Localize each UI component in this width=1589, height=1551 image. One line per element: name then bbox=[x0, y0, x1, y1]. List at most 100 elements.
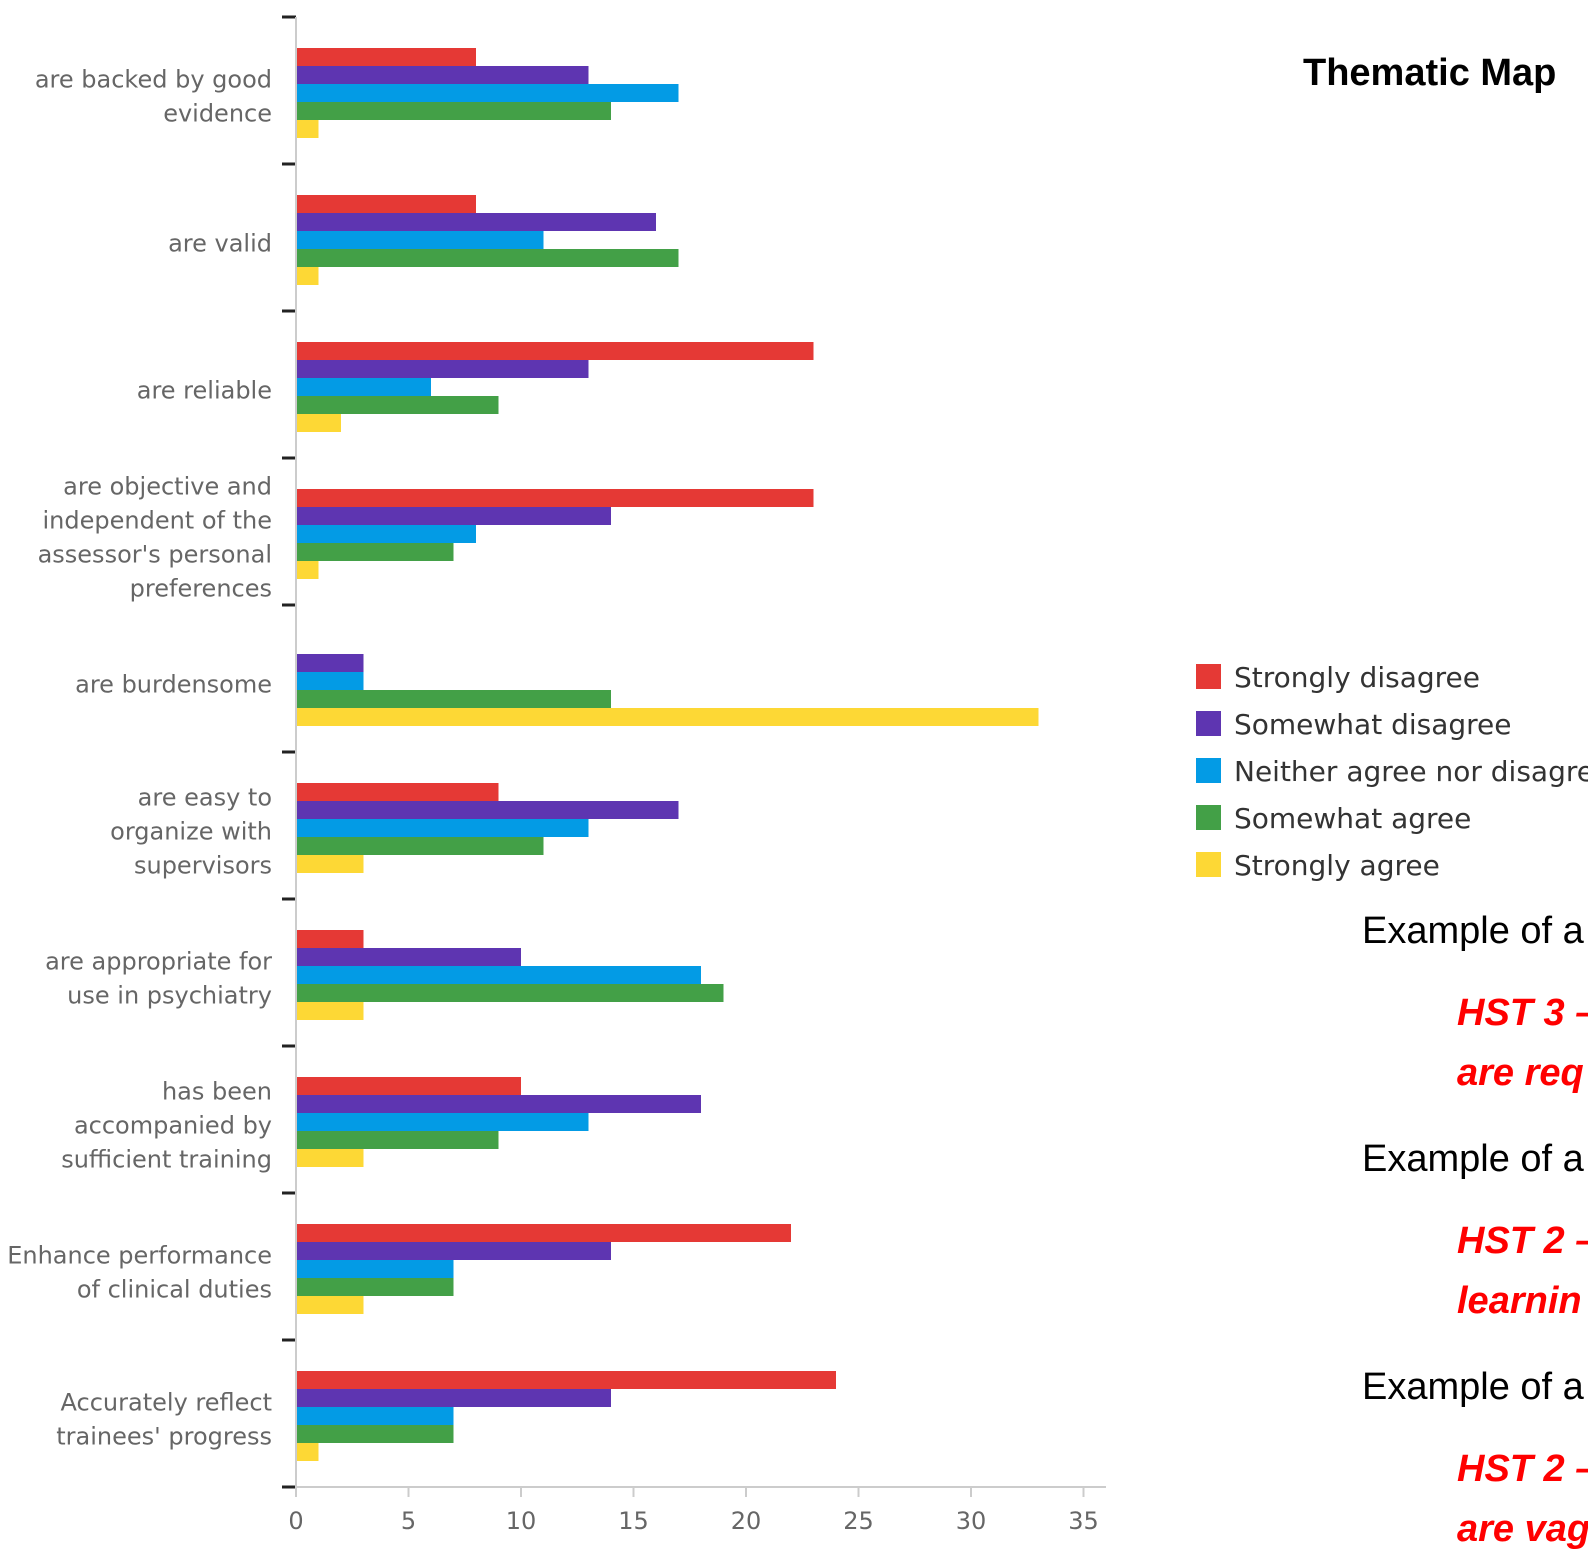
bar bbox=[296, 930, 364, 948]
bar bbox=[296, 708, 1039, 726]
bar bbox=[296, 672, 364, 690]
category-label-line: Enhance performance bbox=[7, 1242, 272, 1270]
category-label-line: of clinical duties bbox=[77, 1276, 272, 1304]
bar bbox=[296, 1077, 521, 1095]
legend-label: Neither agree nor disagree bbox=[1234, 755, 1589, 788]
bar bbox=[296, 1389, 611, 1407]
bar bbox=[296, 783, 499, 801]
bar bbox=[296, 1260, 454, 1278]
bar bbox=[296, 1296, 364, 1314]
side-text-line: HST 2 – bbox=[1457, 1220, 1589, 1262]
side-text-line: Example of a bbox=[1362, 1366, 1584, 1408]
category-label-line: are reliable bbox=[137, 377, 272, 405]
bar bbox=[296, 1278, 454, 1296]
category-label-line: has been bbox=[162, 1078, 272, 1106]
x-tick-label: 35 bbox=[1068, 1507, 1099, 1535]
category-label-line: are backed by good bbox=[35, 66, 272, 94]
bar bbox=[296, 378, 431, 396]
bar bbox=[296, 525, 476, 543]
category-label-line: preferences bbox=[130, 575, 272, 603]
x-tick-label: 0 bbox=[288, 1507, 303, 1535]
category-label-line: accompanied by bbox=[74, 1112, 272, 1140]
category-label-line: independent of the bbox=[43, 507, 273, 535]
legend-label: Somewhat disagree bbox=[1234, 708, 1512, 741]
bar bbox=[296, 120, 319, 138]
bar bbox=[296, 195, 476, 213]
bar bbox=[296, 1002, 364, 1020]
bar bbox=[296, 855, 364, 873]
bar bbox=[296, 414, 341, 432]
bar bbox=[296, 690, 611, 708]
category-label-line: are burdensome bbox=[75, 671, 272, 699]
side-text-line: are req bbox=[1457, 1052, 1584, 1094]
category-label: are objective and independent of the asses… bbox=[38, 473, 272, 603]
bar bbox=[296, 249, 679, 267]
bar bbox=[296, 342, 814, 360]
bar bbox=[296, 654, 364, 672]
category-label-line: evidence bbox=[163, 100, 272, 128]
bar bbox=[296, 507, 611, 525]
bar bbox=[296, 966, 701, 984]
bar bbox=[296, 1224, 791, 1242]
category-label-line: are valid bbox=[168, 230, 272, 258]
bar bbox=[296, 102, 611, 120]
category-label-line: are objective and bbox=[63, 473, 272, 501]
side-text-line: HST 2 – bbox=[1457, 1448, 1589, 1490]
side-text-line: Example of a bbox=[1362, 1138, 1584, 1180]
bar bbox=[296, 1407, 454, 1425]
legend-swatch bbox=[1196, 805, 1221, 830]
bar bbox=[296, 396, 499, 414]
category-label-line: Accurately reflect bbox=[61, 1389, 272, 1417]
side-text-line: learnin bbox=[1457, 1280, 1582, 1322]
category-label: are reliable bbox=[137, 377, 272, 405]
x-tick-label: 25 bbox=[843, 1507, 874, 1535]
side-text-line: Example of a bbox=[1362, 910, 1584, 952]
legend-swatch bbox=[1196, 852, 1221, 877]
category-label: are backed by good evidence bbox=[35, 66, 272, 128]
bar bbox=[296, 231, 544, 249]
category-label: are appropriate for use in psychiatry bbox=[45, 948, 272, 1010]
x-tick-label: 20 bbox=[731, 1507, 762, 1535]
x-tick-label: 30 bbox=[956, 1507, 987, 1535]
category-label: Accurately reflect trainees' progress bbox=[56, 1389, 272, 1451]
legend-label: Strongly disagree bbox=[1234, 661, 1480, 694]
bar bbox=[296, 1371, 836, 1389]
bar bbox=[296, 1242, 611, 1260]
bar bbox=[296, 48, 476, 66]
bar bbox=[296, 1443, 319, 1461]
bar bbox=[296, 360, 589, 378]
category-label-line: organize with bbox=[110, 818, 272, 846]
category-label-line: supervisors bbox=[134, 852, 272, 880]
bar bbox=[296, 543, 454, 561]
category-label-line: assessor's personal bbox=[38, 541, 272, 569]
bar bbox=[296, 84, 679, 102]
bar bbox=[296, 1425, 454, 1443]
bar bbox=[296, 984, 724, 1002]
bar bbox=[296, 1095, 701, 1113]
category-label-line: sufficient training bbox=[61, 1146, 272, 1174]
x-tick-label: 10 bbox=[506, 1507, 537, 1535]
legend-swatch bbox=[1196, 664, 1221, 689]
bar bbox=[296, 801, 679, 819]
bar bbox=[296, 1149, 364, 1167]
category-label: are easy to organize with supervisors bbox=[110, 784, 272, 880]
bar bbox=[296, 1113, 589, 1131]
category-label-line: use in psychiatry bbox=[67, 982, 272, 1010]
category-label-line: trainees' progress bbox=[56, 1423, 272, 1451]
bar bbox=[296, 948, 521, 966]
bar bbox=[296, 489, 814, 507]
legend-swatch bbox=[1196, 758, 1221, 783]
side-text-line: HST 3 – bbox=[1457, 992, 1589, 1034]
bar bbox=[296, 819, 589, 837]
x-tick-label: 15 bbox=[618, 1507, 649, 1535]
category-label: are valid bbox=[168, 230, 272, 258]
side-text-line: are vag bbox=[1457, 1508, 1589, 1550]
x-tick-label: 5 bbox=[401, 1507, 416, 1535]
category-label-line: are easy to bbox=[138, 784, 272, 812]
bar bbox=[296, 66, 589, 84]
legend-label: Strongly agree bbox=[1234, 849, 1440, 882]
category-label: Enhance performance of clinical duties bbox=[7, 1242, 272, 1304]
side-title: Thematic Map bbox=[1303, 52, 1557, 94]
category-label-line: are appropriate for bbox=[45, 948, 272, 976]
bar bbox=[296, 837, 544, 855]
